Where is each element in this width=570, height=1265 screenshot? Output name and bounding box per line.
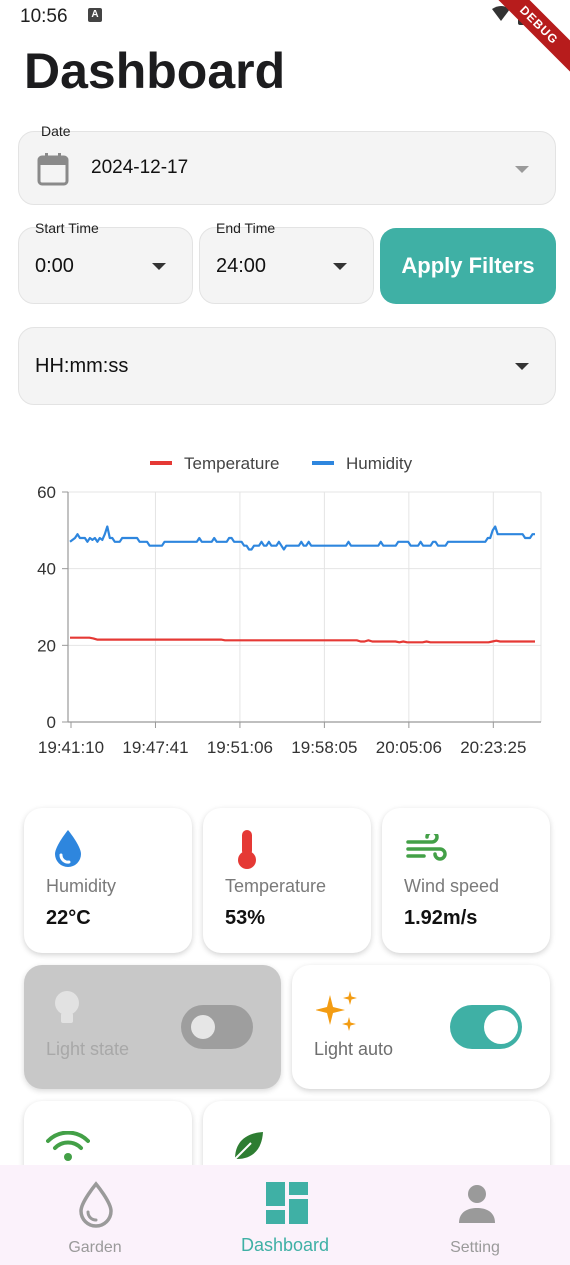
legend-label: Temperature — [184, 454, 279, 473]
status-bar: 10:56 A DEBUG — [0, 0, 570, 79]
sensor-line-chart: Temperature Humidity 0 20 40 60 19:41:10 19:47:… — [37, 454, 542, 757]
start-time-label: Start Time — [35, 220, 99, 236]
temperature-label: Temperature — [225, 876, 327, 896]
chevron-down-icon — [333, 263, 347, 270]
end-time-label: End Time — [216, 220, 276, 236]
nav-dashboard[interactable]: Dashboard — [190, 1165, 380, 1265]
chevron-down-icon — [515, 166, 529, 173]
start-time-dropdown[interactable]: Start Time 0:00 — [18, 220, 193, 304]
date-field-label: Date — [41, 123, 71, 139]
light-state-label: Light state — [46, 1039, 130, 1059]
light-auto-label: Light auto — [314, 1039, 394, 1059]
chevron-down-icon — [152, 263, 166, 270]
light-auto-card: Light auto — [292, 965, 550, 1089]
x-tick-label: 19:47:41 — [122, 738, 188, 757]
series-line-humidity — [69, 525, 535, 551]
wifi-icon — [46, 1131, 90, 1161]
chevron-down-icon — [515, 363, 529, 370]
toggle-knob — [484, 1010, 518, 1044]
water-drop-icon — [55, 830, 81, 867]
legend-label: Humidity — [346, 454, 413, 473]
date-field[interactable]: Date 2024-12-17 — [18, 123, 556, 205]
wind-speed-value: 1.92m/s — [404, 907, 478, 929]
wind-speed-label: Wind speed — [404, 876, 500, 896]
page-title: Dashboard — [24, 43, 286, 99]
nav-garden[interactable]: Garden — [0, 1165, 190, 1265]
notification-icon: A — [88, 8, 102, 22]
light-auto-toggle[interactable] — [450, 1005, 522, 1049]
temperature-card: Temperature 53% — [203, 808, 371, 953]
status-time: 10:56 — [20, 6, 68, 27]
humidity-value: 22°C — [46, 907, 91, 929]
humidity-card: Humidity 22°C — [24, 808, 192, 953]
date-field-value: 2024-12-17 — [91, 157, 189, 178]
temperature-value: 53% — [225, 907, 266, 929]
dashboard-grid-icon — [266, 1182, 308, 1224]
nav-setting-label: Setting — [450, 1239, 500, 1256]
leaf-icon — [234, 1132, 263, 1160]
x-tick-label: 19:58:05 — [291, 738, 357, 757]
y-tick-label: 60 — [37, 483, 56, 502]
bottom-navigation: Garden Dashboard Setting — [0, 1165, 570, 1265]
x-tick-label: 20:23:25 — [460, 738, 526, 757]
humidity-label: Humidity — [46, 876, 117, 896]
wind-speed-card: Wind speed 1.92m/s — [382, 808, 550, 953]
nav-garden-label: Garden — [68, 1239, 122, 1256]
start-time-value: 0:00 — [35, 255, 74, 277]
wind-icon — [406, 834, 447, 861]
toggle-knob — [191, 1015, 215, 1039]
person-icon — [459, 1185, 495, 1223]
series-line-temperature — [70, 636, 535, 644]
y-tick-label: 40 — [37, 560, 56, 579]
calendar-icon — [37, 153, 69, 186]
x-tick-label: 19:51:06 — [207, 738, 273, 757]
apply-filters-button[interactable]: Apply Filters — [380, 228, 556, 304]
time-format-value: HH:mm:ss — [35, 355, 129, 377]
thermometer-icon — [238, 830, 256, 869]
y-tick-label: 20 — [37, 636, 56, 655]
nav-dashboard-label: Dashboard — [240, 1235, 330, 1255]
end-time-dropdown[interactable]: End Time 24:00 — [199, 220, 374, 304]
lightbulb-icon — [55, 991, 79, 1023]
time-format-dropdown[interactable]: HH:mm:ss — [18, 327, 556, 405]
water-drop-icon — [79, 1181, 113, 1228]
sparkle-icon — [316, 991, 357, 1031]
nav-setting[interactable]: Setting — [380, 1165, 570, 1265]
x-tick-label: 20:05:06 — [376, 738, 442, 757]
y-tick-label: 0 — [47, 713, 56, 732]
end-time-value: 24:00 — [216, 255, 267, 277]
x-tick-label: 19:41:10 — [38, 738, 104, 757]
light-state-toggle[interactable] — [181, 1005, 253, 1049]
light-state-card: Light state — [24, 965, 281, 1089]
